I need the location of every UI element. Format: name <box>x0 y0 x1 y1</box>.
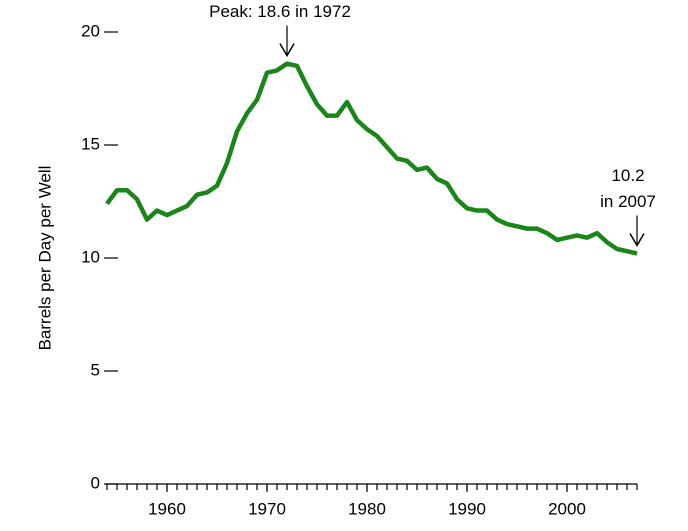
y-tick-label: 20 <box>81 21 100 40</box>
x-tick-label: 1990 <box>448 499 486 518</box>
annotation-arrowhead <box>279 43 295 58</box>
annotation-text: 10.2 <box>611 166 644 185</box>
y-tick-label: 0 <box>91 473 100 492</box>
annotation-text: in 2007 <box>600 192 656 211</box>
x-tick-label: 1980 <box>348 499 386 518</box>
y-tick-label: 5 <box>91 360 100 379</box>
annotation-text: Peak: 18.6 in 1972 <box>209 2 351 21</box>
y-axis-label: Barrels per Day per Well <box>35 166 54 351</box>
x-tick-label: 2000 <box>548 499 586 518</box>
annotation-arrowhead <box>629 233 645 247</box>
data-line <box>105 61 638 256</box>
y-tick-label: 10 <box>81 247 100 266</box>
x-tick-label: 1970 <box>248 499 286 518</box>
x-tick-label: 1960 <box>148 499 186 518</box>
y-tick-label: 15 <box>81 134 100 153</box>
